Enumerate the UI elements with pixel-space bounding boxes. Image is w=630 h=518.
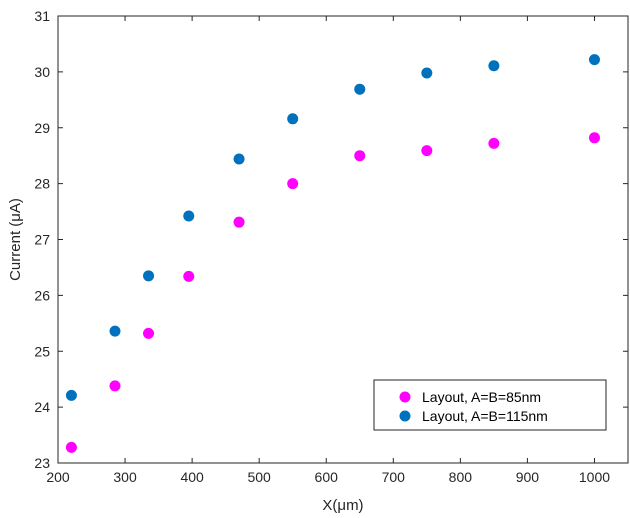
x-tick-label-400: 400	[180, 469, 204, 485]
point-series0-3	[183, 270, 195, 282]
legend-box	[373, 379, 607, 431]
y-tick-label-30: 30	[34, 64, 50, 80]
y-tick-label-28: 28	[34, 176, 50, 192]
point-series1-5	[287, 113, 299, 125]
legend-marker-85nm	[399, 391, 411, 403]
point-series1-0	[65, 389, 77, 401]
point-series0-4	[233, 216, 245, 228]
point-series0-6	[354, 150, 366, 162]
y-tick-label-23: 23	[34, 455, 50, 471]
point-series1-8	[488, 60, 500, 72]
data-points	[65, 54, 600, 453]
y-axis-label: Current (μA)	[7, 198, 24, 281]
point-series0-1	[109, 380, 121, 392]
point-series1-7	[421, 67, 433, 79]
point-series1-3	[183, 210, 195, 222]
x-tick-label-500: 500	[247, 469, 271, 485]
point-series1-6	[354, 83, 366, 95]
y-tick-label-27: 27	[34, 232, 50, 248]
legend-label-85nm: Layout, A=B=85nm	[422, 389, 541, 405]
point-series0-0	[65, 441, 77, 453]
x-tick-label-1000: 1000	[579, 469, 610, 485]
legend-marker-115nm	[399, 410, 411, 422]
x-tick-label-300: 300	[113, 469, 137, 485]
x-tick-label-600: 600	[315, 469, 339, 485]
plot-frame	[57, 15, 629, 464]
axes: 200 300 400 500 600 700 800 900 1000 23 24 25 26 27 28…	[34, 8, 628, 485]
y-tick-label-24: 24	[34, 399, 50, 415]
y-tick-label-29: 29	[34, 120, 50, 136]
point-series1-9	[588, 54, 600, 66]
x-tick-label-800: 800	[449, 469, 473, 485]
legend: Layout, A=B=85nm Layout, A=B=115nm	[373, 379, 607, 431]
point-series0-2	[143, 327, 155, 339]
point-series0-9	[588, 132, 600, 144]
point-series1-1	[109, 325, 121, 337]
point-series1-2	[143, 270, 155, 282]
x-tick-label-700: 700	[382, 469, 406, 485]
x-tick-label-200: 200	[46, 469, 70, 485]
x-axis-label: X(μm)	[322, 497, 363, 514]
x-tick-label-900: 900	[516, 469, 540, 485]
y-tick-label-31: 31	[34, 8, 50, 24]
point-series1-4	[233, 153, 245, 165]
point-series0-8	[488, 137, 500, 149]
point-series0-5	[287, 178, 299, 190]
legend-label-115nm: Layout, A=B=115nm	[422, 408, 548, 424]
y-tick-label-25: 25	[34, 343, 50, 359]
point-series0-7	[421, 145, 433, 157]
y-tick-label-26: 26	[34, 287, 50, 303]
